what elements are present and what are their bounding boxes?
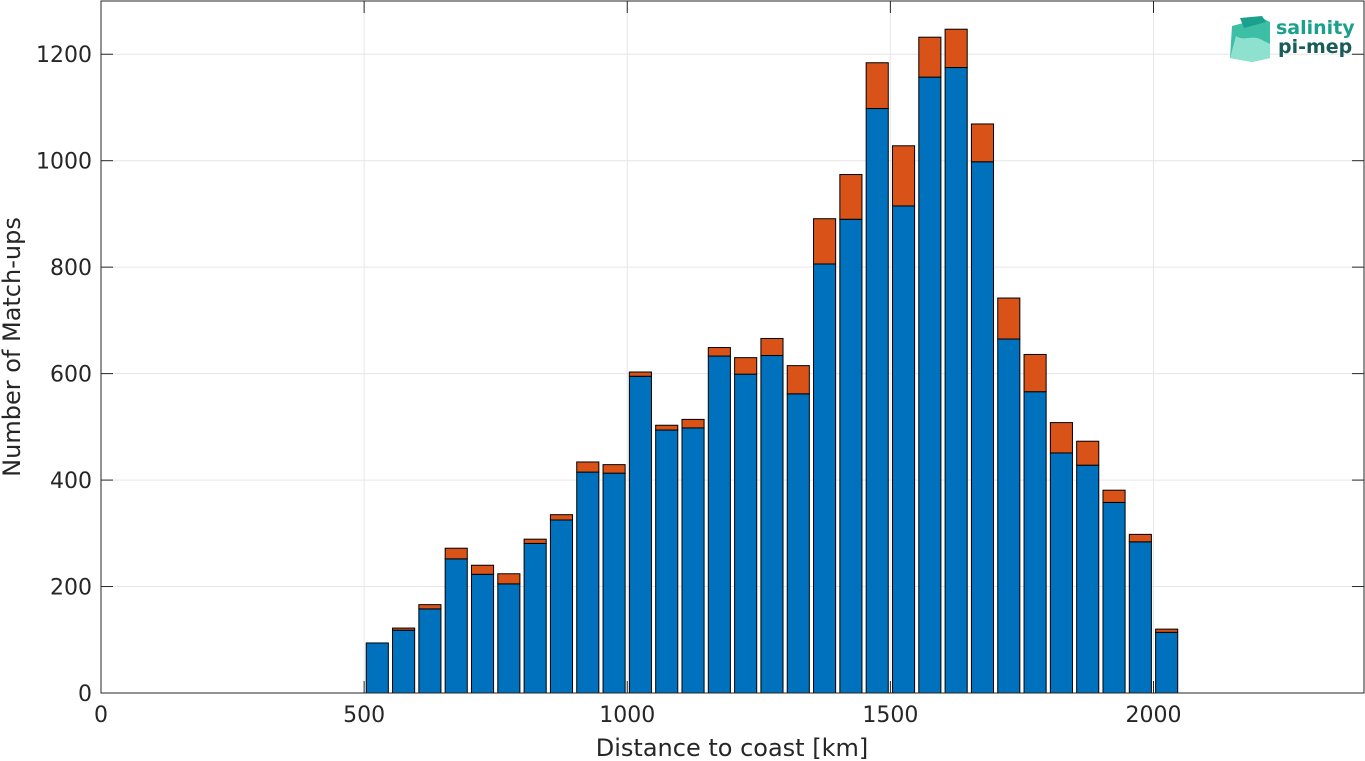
y-tick-label: 400 [50, 469, 92, 494]
logo-line1: salinity [1276, 17, 1355, 39]
bar-segment-secondary [1155, 628, 1179, 633]
bar-segment-secondary [549, 514, 574, 521]
bar-segment-primary [970, 161, 995, 694]
bar-segment-primary [1023, 391, 1047, 694]
bar-segment-secondary [865, 62, 889, 110]
x-tick-label: 0 [94, 703, 108, 728]
logo-line2: pi-mep [1278, 36, 1352, 58]
bar-segment-primary [707, 355, 731, 694]
bar-segment-secondary [997, 297, 1021, 340]
x-axis-title: Distance to coast [km] [596, 734, 868, 761]
bar-segment-primary [392, 629, 416, 694]
y-tick-label: 200 [50, 576, 92, 601]
bar-segment-secondary [497, 573, 521, 585]
bar-segment-secondary [839, 174, 863, 220]
x-tick-label: 1000 [599, 703, 655, 728]
bar-segment-primary [760, 355, 784, 694]
bar-segment-primary [681, 427, 705, 694]
bar-segment-secondary [734, 357, 758, 375]
bar-segment-secondary [1128, 533, 1152, 543]
bar-segment-secondary [970, 123, 995, 163]
bar-segment-secondary [444, 547, 468, 560]
bar-segment-primary [839, 218, 863, 694]
bar-segment-primary [470, 573, 495, 694]
y-tick-label: 1000 [36, 150, 92, 175]
y-tick-label: 1200 [36, 43, 92, 68]
bar-segment-secondary [523, 538, 547, 544]
bar-segment-secondary [760, 337, 784, 357]
x-tick-label: 2000 [1126, 703, 1182, 728]
bar-segment-secondary [1023, 353, 1047, 393]
bar-segment-primary [655, 429, 679, 694]
bar-segment-secondary [1076, 440, 1100, 466]
bar-segment-primary [1128, 541, 1152, 694]
bar-segment-secondary [1049, 422, 1073, 454]
bar-segment-primary [891, 205, 916, 694]
ticks [100, 1, 1364, 694]
bars [365, 28, 1179, 694]
y-tick-label: 800 [50, 256, 92, 281]
bar-segment-secondary [944, 28, 968, 69]
bar-segment-primary [497, 583, 521, 694]
bar-segment-primary [444, 558, 468, 694]
bar-segment-primary [628, 375, 652, 694]
bar-segment-primary [549, 519, 574, 694]
tick-labels: 0 500 1000 1500 2000 0 200 400 600 800 1000 1200 [36, 43, 1182, 728]
bar-segment-primary [1155, 631, 1179, 694]
x-tick-label: 1500 [862, 703, 918, 728]
logo-emblem-icon [1230, 16, 1270, 62]
bar-segment-secondary [918, 36, 942, 78]
bar-segment-secondary [813, 218, 837, 265]
bar-segment-primary [1049, 452, 1073, 694]
bar-segment-secondary [392, 627, 416, 631]
bar-segment-primary [786, 393, 810, 694]
bar-segment-secondary [470, 564, 495, 575]
bar-segment-primary [865, 108, 889, 694]
bar-segment-secondary [602, 464, 626, 474]
bar-segment-secondary [576, 461, 600, 473]
y-tick-label: 0 [78, 682, 92, 707]
bar-segment-secondary [891, 145, 916, 207]
salinity-pi-mep-logo: salinity pi-mep [1230, 16, 1355, 62]
bar-segment-secondary [707, 347, 731, 357]
bar-segment-primary [365, 642, 389, 694]
bar-segment-secondary [628, 371, 652, 377]
bar-segment-primary [918, 76, 942, 694]
bar-segment-secondary [418, 604, 442, 610]
bar-segment-secondary [681, 418, 705, 429]
bar-segment-primary [813, 263, 837, 694]
x-tick-label: 500 [343, 703, 385, 728]
bar-segment-secondary [1102, 489, 1126, 503]
bar-segment-primary [944, 67, 968, 694]
bar-segment-secondary [655, 424, 679, 431]
bar-segment-secondary [786, 365, 810, 395]
bar-segment-primary [734, 373, 758, 694]
bar-segment-primary [523, 542, 547, 694]
y-tick-label: 600 [50, 363, 92, 388]
plot-frame [100, 0, 1365, 694]
bar-segment-primary [1076, 464, 1100, 694]
bar-segment-primary [997, 338, 1021, 694]
y-axis-title: Number of Match-ups [0, 217, 26, 477]
plot-background [101, 1, 1364, 693]
bar-segment-primary [576, 471, 600, 694]
bar-segment-primary [418, 608, 442, 694]
bar-segment-primary [1102, 501, 1126, 694]
bar-segment-primary [602, 472, 626, 694]
